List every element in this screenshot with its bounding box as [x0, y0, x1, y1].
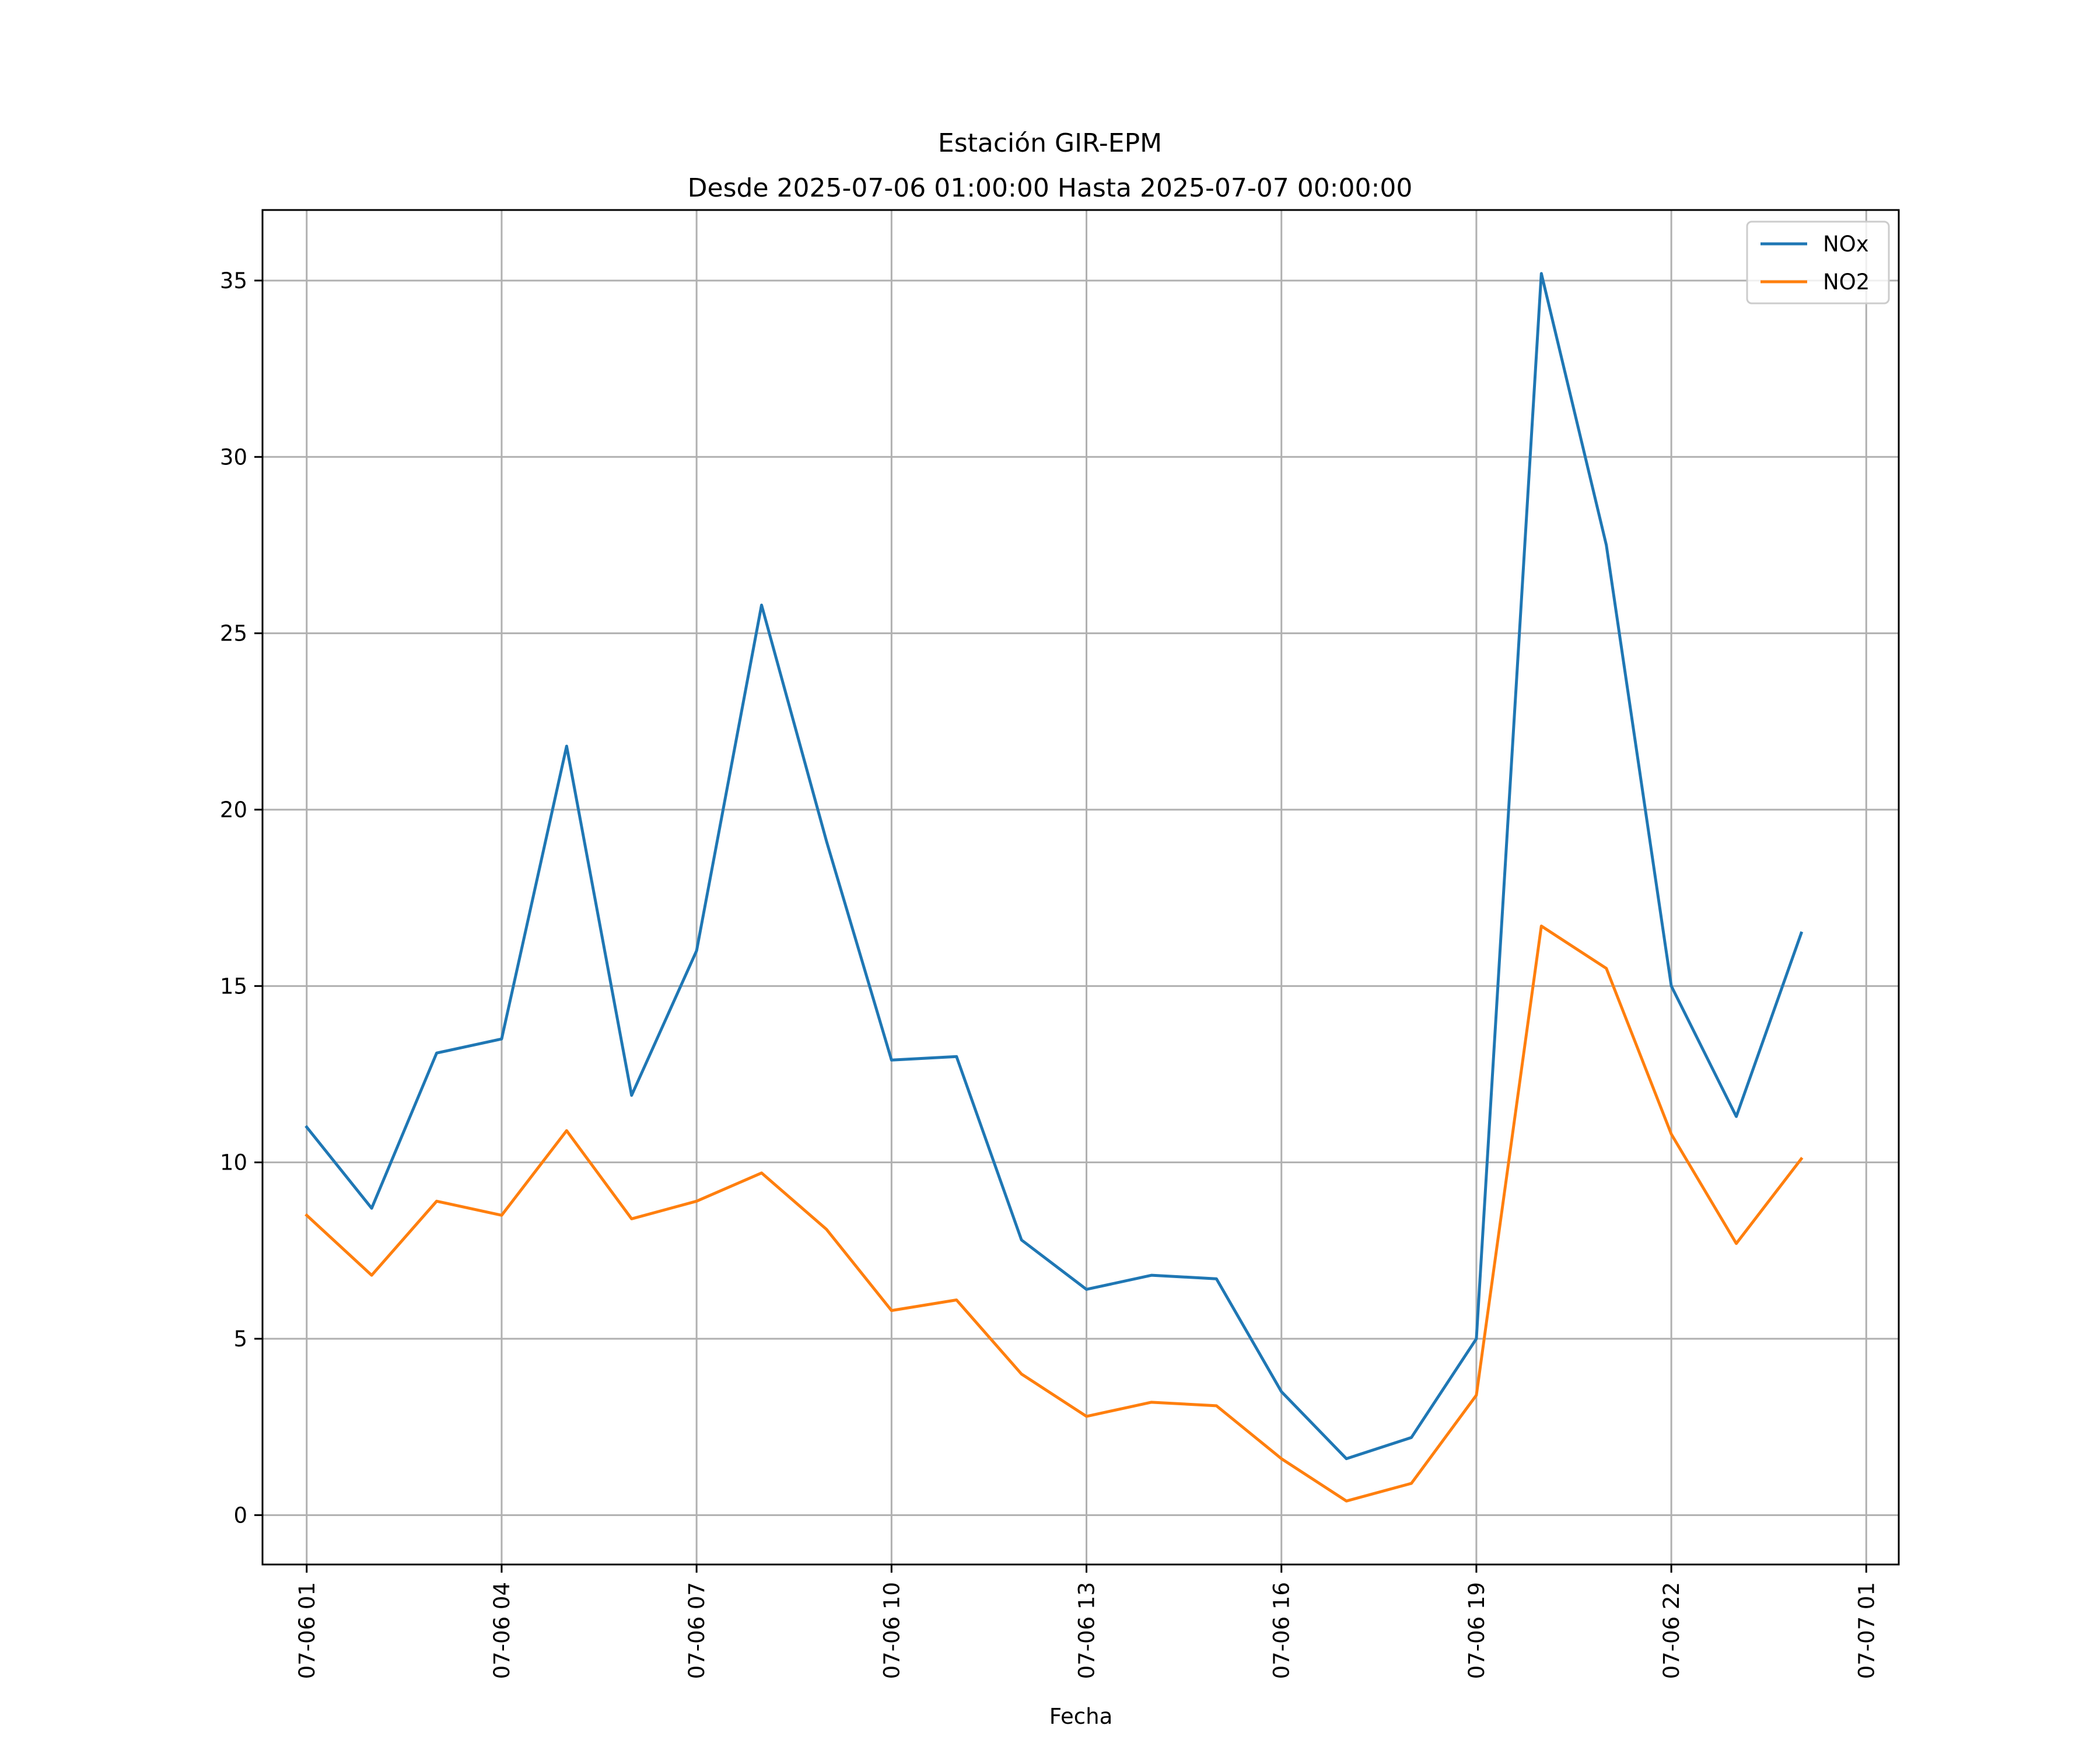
- x-tick-label: 07-06 16: [1269, 1582, 1294, 1679]
- x-tick-label: 07-06 10: [879, 1582, 904, 1679]
- x-tick-label: 07-06 19: [1464, 1582, 1489, 1679]
- y-tick-label: 15: [220, 974, 247, 999]
- series-line-nox: [304, 272, 1804, 1461]
- x-tick-label: 07-06 01: [295, 1582, 320, 1679]
- x-tick-label: 07-06 04: [489, 1582, 514, 1679]
- x-tick-label: 07-06 13: [1074, 1582, 1100, 1679]
- legend-label-nox: NOx: [1823, 232, 1869, 257]
- axis-ticks: 0 5 10 15 20 25 30 35 07-06 01 07-06 04 07-06 07 07…: [220, 268, 1879, 1679]
- y-tick-label: 0: [233, 1503, 247, 1528]
- legend: NOx NO2: [1746, 220, 1890, 304]
- y-tick-label: 25: [220, 621, 247, 646]
- plot-frame: [261, 209, 1900, 1566]
- y-tick-label: 20: [220, 797, 247, 822]
- y-tick-label: 30: [220, 444, 247, 470]
- chart-title: Estación GIR-EPM: [938, 128, 1162, 158]
- x-tick-label: 07-07 01: [1854, 1582, 1879, 1679]
- y-tick-label: 5: [233, 1326, 247, 1352]
- x-tick-label: 07-06 07: [684, 1582, 709, 1679]
- y-tick-label: 10: [220, 1150, 247, 1175]
- x-axis-label: Fecha: [1049, 1704, 1113, 1729]
- chart-subtitle: Desde 2025-07-06 01:00:00 Hasta 2025-07-…: [688, 173, 1413, 203]
- grid: [262, 210, 1899, 1564]
- series-line-no2: [304, 925, 1804, 1503]
- series-layer: [304, 272, 1804, 1503]
- x-tick-label: 07-06 22: [1659, 1582, 1684, 1679]
- y-tick-label: 35: [220, 268, 247, 293]
- legend-label-no2: NO2: [1823, 270, 1870, 295]
